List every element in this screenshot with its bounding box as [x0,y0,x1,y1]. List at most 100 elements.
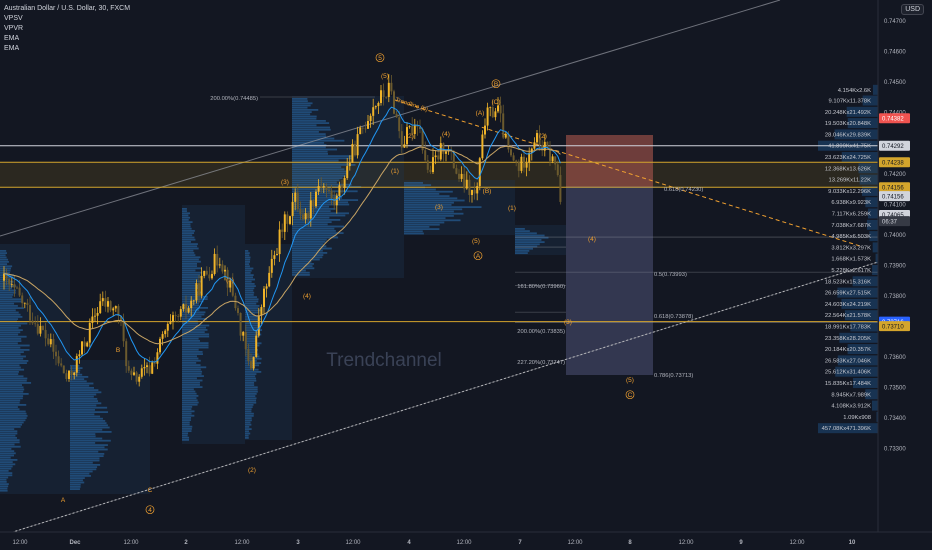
vp-bar [182,408,192,410]
vp-bar [245,408,252,411]
vp-bar [245,386,258,389]
vp-bar [70,468,97,471]
price-tick: 0.73800 [884,294,906,300]
vpvr-label: 22.564Kx21.578K [825,313,871,319]
candle-body [372,107,375,116]
vpvr-bar [872,84,878,95]
wave-label: (4) [588,236,596,243]
time-tick: 10 [849,540,856,546]
vp-bar [182,243,198,245]
candle-body [190,300,193,309]
vpvr-label: 9.033Kx12.296K [828,189,871,195]
wave-circle [625,390,635,400]
vp-bar [182,293,199,296]
wave-circle [375,53,385,63]
vp-bar [245,375,256,378]
time-axis-bg [0,532,932,550]
vp-bar [182,406,193,408]
vp-bar [182,432,189,435]
candle-body [36,324,39,334]
vpvr-bar [871,400,878,411]
candle-body [426,160,429,170]
indicator-ema-2[interactable]: EMA [4,45,20,52]
price-marker-label: 0.74238 [882,160,904,166]
fib-label: 200.00%(0.74485) [210,96,258,102]
indicator-ema-1[interactable]: EMA [4,35,20,42]
vp-bar [182,287,200,289]
candle-body [442,143,445,154]
vp-bar [245,421,251,424]
vp-bar [0,408,20,411]
vpvr-bar [862,95,878,106]
vp-bar [70,431,112,433]
vpvr-bar [850,321,878,332]
fib-label: 227.20%(0.73747) [517,360,565,366]
vp-bar [182,236,195,239]
vp-bar [245,382,255,384]
candle-body [538,133,541,146]
candle-body [497,105,499,112]
vp-bar [182,395,199,397]
vp-bar [245,258,251,261]
price-axis[interactable]: 0.747000.746000.745000.744000.743000.742… [877,0,932,550]
currency-badge[interactable]: USD [901,4,924,15]
vp-bar [0,353,21,356]
vpvr-bar [867,208,878,219]
vp-bar [0,423,23,426]
vp-bar [0,265,13,268]
vp-bar [70,488,80,490]
candle-body [211,273,213,279]
vp-bar [70,369,81,372]
candle-body [330,190,333,199]
vp-bar [0,481,7,483]
vp-bar [0,463,16,466]
indicator-vpvr[interactable]: VPVR [4,25,24,32]
vp-bar [404,215,454,217]
candle-body [312,200,315,207]
indicator-vpsv[interactable]: VPSV [4,15,23,22]
vp-bar [70,470,93,473]
vpvr-bar [865,389,878,400]
candle-body [343,178,346,189]
time-tick: 12:00 [345,540,361,546]
time-axis[interactable]: 12:00 Dec 12:00 2 12:00 3 12:00 4 12:00 7 12:00 8 12… [0,531,932,550]
candle-body [304,213,307,220]
vp-bar [182,221,193,223]
vp-bar [70,404,97,407]
vp-bar [292,135,327,138]
candle-body [465,179,468,189]
candle-body [109,301,112,311]
symbol-title[interactable]: Australian Dollar / U.S. Dollar, 30, FXC… [4,5,131,12]
wave-label: 4 [148,507,152,514]
candle-body [489,107,492,108]
vp-bar [182,331,205,333]
vp-bar [182,390,196,393]
channel-lower-solid [0,261,879,537]
chart-legend: Australian Dollar / U.S. Dollar, 30, FXC… [4,4,130,54]
candle-body [398,117,401,132]
vpvr-bar [865,197,878,208]
vp-bar [404,226,430,228]
vp-bar [70,428,103,431]
vp-bar [292,247,332,250]
vp-bar [0,452,16,455]
price-marker-label: 0.74382 [882,116,904,122]
candle-body [255,335,258,357]
vp-bar [0,432,18,435]
vp-bar [292,238,327,241]
price-marker-bg [879,140,910,151]
fib-label: 0.618(0.74230) [664,187,703,193]
candle-body [229,280,232,288]
vp-bar [515,250,530,252]
vpvr-bar [862,185,878,196]
candle-body [494,111,497,118]
candle-body [369,115,372,122]
vpvr-bar [852,276,878,287]
vp-bar [292,225,345,228]
time-tick: 12:00 [234,540,250,546]
wave-label: (4) [303,293,311,300]
vp-bar [245,272,251,274]
vp-bar [0,261,9,263]
